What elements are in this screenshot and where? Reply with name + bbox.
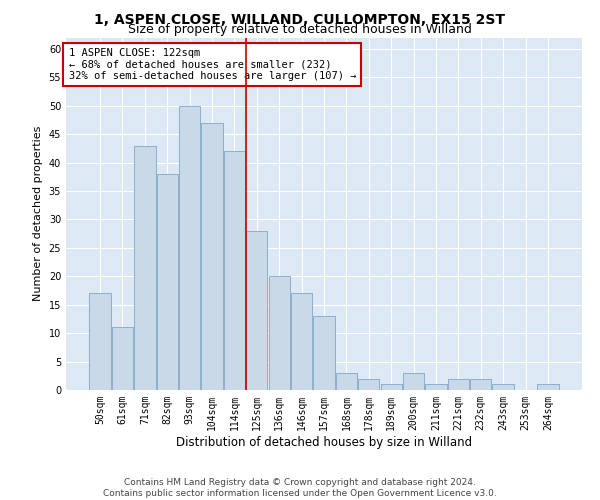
Bar bbox=[157, 174, 178, 390]
Bar bbox=[448, 378, 469, 390]
Bar bbox=[358, 378, 379, 390]
Bar bbox=[470, 378, 491, 390]
Bar bbox=[224, 151, 245, 390]
Text: Size of property relative to detached houses in Willand: Size of property relative to detached ho… bbox=[128, 22, 472, 36]
Bar bbox=[246, 231, 268, 390]
Bar bbox=[269, 276, 290, 390]
X-axis label: Distribution of detached houses by size in Willand: Distribution of detached houses by size … bbox=[176, 436, 472, 448]
Text: Contains HM Land Registry data © Crown copyright and database right 2024.
Contai: Contains HM Land Registry data © Crown c… bbox=[103, 478, 497, 498]
Bar bbox=[403, 373, 424, 390]
Y-axis label: Number of detached properties: Number of detached properties bbox=[33, 126, 43, 302]
Bar bbox=[202, 123, 223, 390]
Bar bbox=[179, 106, 200, 390]
Bar bbox=[89, 294, 111, 390]
Bar bbox=[313, 316, 335, 390]
Bar bbox=[134, 146, 155, 390]
Bar bbox=[380, 384, 402, 390]
Bar bbox=[112, 328, 133, 390]
Bar bbox=[493, 384, 514, 390]
Bar bbox=[425, 384, 446, 390]
Text: 1, ASPEN CLOSE, WILLAND, CULLOMPTON, EX15 2ST: 1, ASPEN CLOSE, WILLAND, CULLOMPTON, EX1… bbox=[95, 12, 505, 26]
Bar bbox=[336, 373, 357, 390]
Text: 1 ASPEN CLOSE: 122sqm
← 68% of detached houses are smaller (232)
32% of semi-det: 1 ASPEN CLOSE: 122sqm ← 68% of detached … bbox=[68, 48, 356, 82]
Bar bbox=[291, 294, 312, 390]
Bar bbox=[537, 384, 559, 390]
